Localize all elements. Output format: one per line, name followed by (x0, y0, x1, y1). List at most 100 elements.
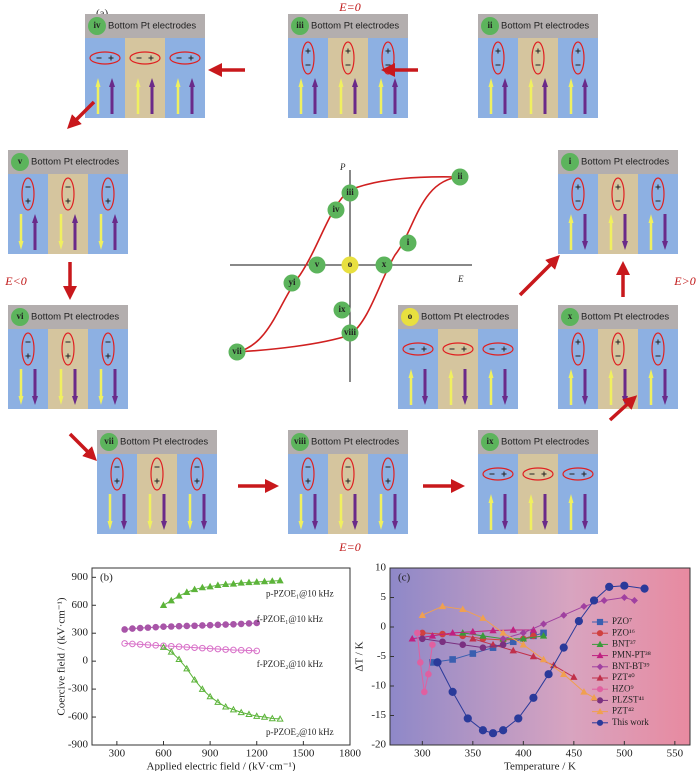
data-point (222, 621, 229, 628)
data-point (596, 663, 604, 671)
data-point (539, 632, 548, 639)
loop-point (228, 343, 246, 361)
y-axis-label: ΔT / K (354, 641, 366, 671)
data-point (245, 710, 253, 717)
loop-point-label: x (382, 259, 387, 269)
state-badge (291, 17, 309, 35)
series-line (502, 596, 635, 640)
data-point (580, 688, 588, 695)
data-point (560, 611, 568, 619)
dipole (101, 332, 115, 366)
data-point (229, 705, 238, 713)
data-point (175, 622, 183, 630)
dipole-arrow-head (502, 78, 508, 87)
dipole (491, 41, 505, 75)
data-point (245, 647, 253, 654)
legend-label: f-PZOE₁@10 kHz (257, 614, 323, 624)
loop-point-label: o (348, 259, 353, 269)
data-point (425, 670, 432, 678)
dipole-arrow-head (648, 369, 654, 378)
loop-point (283, 274, 301, 292)
state-badge (481, 17, 499, 35)
state-title: Bottom Pt electrodes (108, 21, 196, 32)
data-point (175, 655, 183, 663)
data-point (600, 596, 608, 604)
data-point (206, 645, 214, 652)
dipole-arrow-head (488, 78, 494, 87)
x-tick-label: 1500 (292, 748, 315, 760)
data-point (605, 582, 614, 591)
data-point (144, 641, 152, 649)
data-point (152, 642, 160, 649)
data-point (620, 593, 628, 602)
data-point (640, 584, 649, 593)
dipole-arrow-head (568, 214, 574, 223)
data-point (439, 638, 446, 646)
state-badge (561, 308, 579, 326)
loop-point-label: yi (288, 277, 296, 287)
dipole (301, 457, 315, 491)
dipole-arrow-head (648, 214, 654, 223)
field-label: E<0 (4, 274, 26, 288)
data-point (459, 605, 467, 613)
transition-arrow (68, 432, 97, 461)
data-point (222, 646, 229, 653)
state-title: Bottom Pt electrodes (581, 312, 669, 323)
legend-label: This work (612, 717, 649, 727)
state-title: Bottom Pt electrodes (501, 437, 589, 448)
data-point (596, 686, 604, 693)
dipole (150, 457, 164, 491)
data-point (245, 620, 253, 627)
state-id: iii (296, 20, 304, 30)
dipole-arrow-head (72, 214, 78, 223)
dipole-arrow-head (107, 521, 113, 530)
dipole (651, 177, 665, 211)
data-point (214, 698, 222, 705)
dipole-arrow-head (72, 396, 78, 405)
dipole-arrow-head (32, 214, 38, 223)
dipole-arrow-head (298, 521, 304, 530)
y-tick-label: -300 (68, 683, 89, 695)
data-point (596, 618, 604, 626)
dipole (522, 467, 554, 481)
data-point (544, 670, 553, 679)
data-point (449, 656, 456, 663)
data-point (469, 650, 477, 657)
data-point (488, 729, 498, 738)
data-point (237, 620, 245, 628)
loop-point (451, 168, 469, 186)
legend-label: HZO⁹ (612, 683, 634, 693)
data-point (206, 582, 214, 590)
data-point (499, 641, 507, 649)
dipole-arrow-head (582, 78, 588, 87)
x-tick-label: 600 (155, 748, 172, 760)
series-line (163, 646, 281, 720)
transition-arrow (67, 100, 96, 129)
state-title: Bottom Pt electrodes (31, 312, 119, 323)
y-tick-label: -15 (371, 709, 386, 721)
x-axis-label: Temperature / K (504, 761, 576, 771)
dipole-arrow-head (201, 521, 207, 530)
dipole (531, 41, 545, 75)
dipole (61, 177, 75, 211)
data-point (198, 583, 206, 591)
dipole-arrow-head (338, 521, 344, 530)
legend-label: PLZST⁴¹ (612, 694, 645, 704)
y-tick-label: 900 (72, 571, 89, 583)
data-point (419, 635, 426, 643)
data-point (559, 643, 568, 652)
legend-label: PZO¹⁶ (612, 627, 635, 637)
dipole-arrow-head (502, 396, 508, 405)
dipole-arrow-head (488, 369, 494, 378)
dipole (611, 177, 625, 211)
x-tick-label: 550 (667, 748, 684, 760)
state-middle (518, 454, 558, 534)
data-point (222, 702, 230, 710)
data-point (630, 596, 638, 604)
data-point (417, 659, 424, 666)
data-point (448, 629, 457, 636)
state-id: ii (487, 20, 493, 30)
x-tick-label: 1200 (246, 748, 269, 760)
dipole-arrow-head (109, 78, 115, 87)
dipole-arrow-head (502, 521, 508, 530)
